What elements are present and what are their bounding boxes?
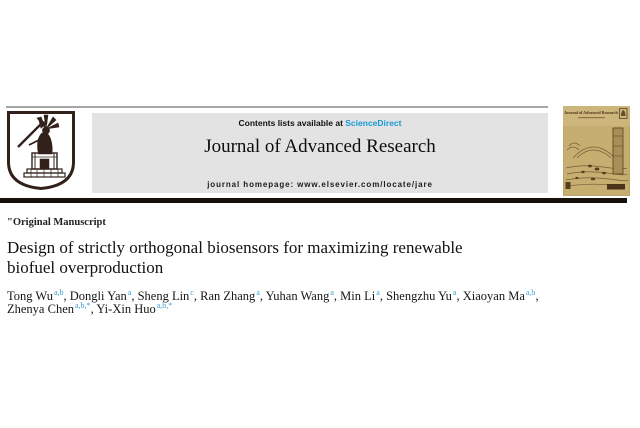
author-name: Tong Wu [7,289,53,303]
contents-prefix-text: Contents lists available at [238,118,346,128]
author-affiliation-sup: a,b [53,287,64,297]
article-title-line1: Design of strictly orthogonal biosensors… [7,238,463,257]
article-type-label: "Original Manuscript [7,217,106,228]
author-affiliation-sup: a [452,287,457,297]
author-name: Sheng Lin [134,289,190,303]
article-title-line2: biofuel overproduction [7,257,164,277]
article-title: Design of strictly orthogonal biosensors… [7,238,567,277]
author-name: Yi-Xin Huo [93,302,156,316]
author-name: Zhenya Chen [7,302,74,316]
author-name: Dongli Yan [66,289,127,303]
author-affiliation-sup: a [127,287,132,297]
author-line-1: Tong Wua,b, Dongli Yana, Sheng Linc, Ran… [7,287,539,303]
journal-banner: Contents lists available at ScienceDirec… [92,113,548,193]
author-affiliation-sup: a [330,287,334,297]
author-affiliation-sup: c [190,287,194,297]
journal-title: Journal of Advanced Research [204,136,436,157]
cover-emblem-icon [619,108,628,119]
author-list: Tong Wua,b, Dongli Yana, Sheng Linc, Ran… [7,287,640,316]
author-affiliation-sup: a,b,* [75,300,91,310]
author-affiliation-sup: a,b,* [156,300,173,310]
author-name: Shengzhu Yu [382,289,452,303]
journal-homepage-link[interactable]: journal homepage: www.elsevier.com/locat… [207,180,433,189]
author-affiliation-sup: a [256,287,260,297]
header-bottom-bar [0,198,627,203]
author-name: Min Li [337,289,376,303]
author-affiliation-sup: a [376,287,380,297]
author-affiliation-sup: a,b [525,287,536,297]
sciencedirect-link[interactable]: ScienceDirect [345,118,402,128]
author-name: Yuhan Wang [263,289,330,303]
cairo-university-emblem-icon [6,110,76,191]
journal-cover-thumbnail: Journal of Advanced Research [562,105,631,197]
author-name: Xiaoyan Ma [459,289,525,303]
header-top-rule [6,106,548,108]
contents-availability-text: Contents lists available at ScienceDirec… [92,118,548,128]
cover-title-text: Journal of Advanced Research [564,110,618,115]
author-line-2: Zhenya Chena,b,*, Yi-Xin Huoa,b,* [7,300,173,316]
cover-subtitle-line [578,117,605,119]
author-name: Ran Zhang [196,289,256,303]
